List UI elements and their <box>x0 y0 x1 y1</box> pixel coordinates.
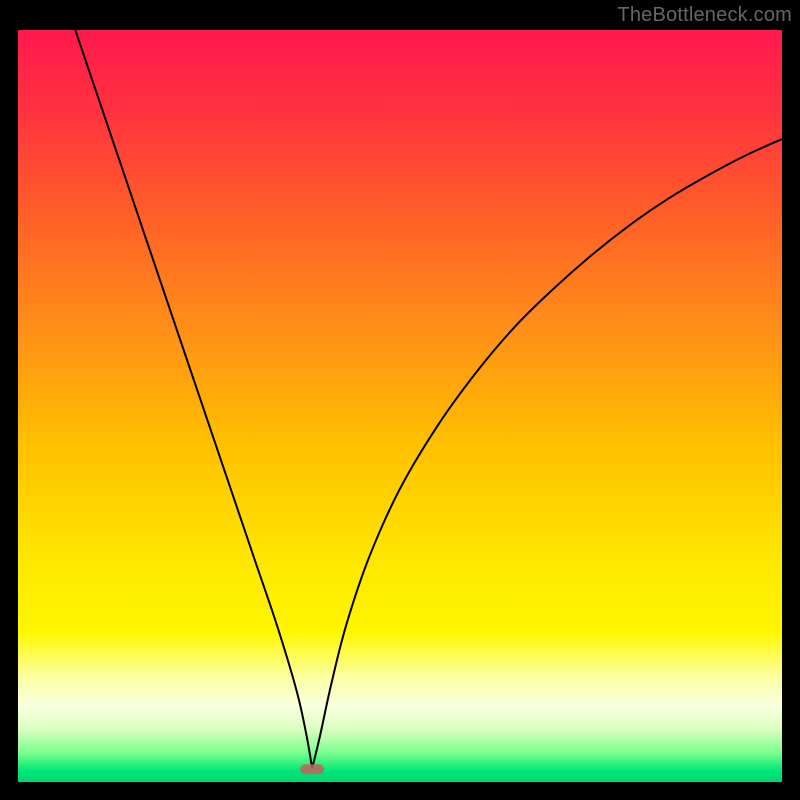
watermark-text: TheBottleneck.com <box>617 4 792 27</box>
bottleneck-chart <box>0 0 800 800</box>
plot-background <box>18 30 782 782</box>
optimal-marker <box>300 764 324 774</box>
chart-container: TheBottleneck.com <box>0 0 800 800</box>
